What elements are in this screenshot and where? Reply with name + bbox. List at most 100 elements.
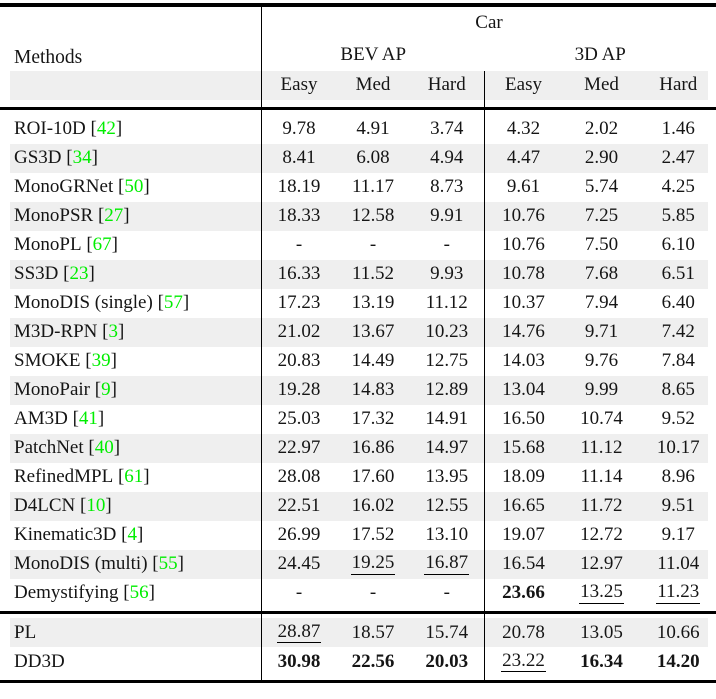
value-cell: 16.87 bbox=[410, 549, 485, 579]
value-cell: 9.71 bbox=[584, 321, 619, 342]
table-row: PL 28.87 18.57 15.74 20.78 13.05 10.66 bbox=[0, 618, 716, 647]
value-cell: 7.42 bbox=[661, 321, 695, 342]
method-name: GS3D bbox=[14, 147, 62, 168]
value-cell: 6.51 bbox=[661, 263, 695, 284]
citation-number: 9 bbox=[101, 379, 111, 400]
value-cell: 16.34 bbox=[580, 650, 623, 672]
table-body-footer: PL 28.87 18.57 15.74 20.78 13.05 10.66 DD3D 30.9… bbox=[0, 618, 716, 676]
table-row: D4LCN [10] 22.51 16.02 12.55 16.65 11.72 9.51 bbox=[0, 491, 716, 521]
citation-number: 50 bbox=[124, 176, 144, 197]
value-cell: 8.96 bbox=[661, 466, 695, 487]
value-cell: 11.17 bbox=[351, 176, 395, 197]
method-cell: SS3D [23] bbox=[0, 259, 262, 289]
value-cell: 2.47 bbox=[661, 147, 695, 168]
spacer-row bbox=[0, 676, 716, 680]
value-cell: 5.74 bbox=[584, 176, 619, 197]
value-cell: 16.02 bbox=[351, 495, 395, 516]
value-cell: 6.10 bbox=[661, 234, 695, 255]
method-cell: PL bbox=[0, 618, 262, 647]
value-cell: 13.95 bbox=[410, 462, 485, 492]
value-cell: 25.03 bbox=[277, 408, 321, 429]
value-cell: 21.02 bbox=[277, 321, 321, 342]
value-cell: 17.52 bbox=[351, 524, 395, 545]
value-cell: 23.66 bbox=[502, 582, 545, 603]
method-cell: D4LCN [10] bbox=[0, 491, 262, 521]
value-cell: 18.19 bbox=[277, 176, 321, 197]
method-name: AM3D bbox=[14, 408, 68, 429]
method-cell: Demystifying [56] bbox=[0, 578, 262, 608]
value-cell: 8.65 bbox=[661, 379, 695, 400]
value-cell: 19.25 bbox=[350, 552, 396, 575]
value-cell: 12.89 bbox=[410, 375, 485, 405]
method-name: SMOKE bbox=[14, 350, 81, 371]
citation-number: 56 bbox=[129, 582, 149, 603]
method-name: RefinedMPL bbox=[14, 466, 114, 487]
citation-number: 4 bbox=[127, 524, 137, 545]
citation-number: 67 bbox=[92, 234, 112, 255]
rule-below-header bbox=[0, 106, 716, 110]
value-cell: 12.55 bbox=[410, 491, 485, 521]
citation-number: 40 bbox=[94, 437, 114, 458]
value-cell: 20.78 bbox=[502, 621, 545, 643]
value-cell: 16.65 bbox=[502, 495, 545, 516]
table-row: MonoGRNet [50] 18.19 11.17 8.73 9.61 5.74 4.25 bbox=[0, 172, 716, 202]
value-cell: 4.91 bbox=[356, 118, 390, 139]
method-cell: DD3D bbox=[0, 647, 262, 676]
value-cell: 7.50 bbox=[584, 234, 619, 255]
value-cell: 14.83 bbox=[351, 379, 395, 400]
results-table: Car BEV AP 3D AP Easy Med Hard Easy Med … bbox=[0, 3, 716, 683]
table-row: SS3D [23] 16.33 11.52 9.93 10.78 7.68 6.51 bbox=[0, 259, 716, 289]
value-cell: 14.20 bbox=[656, 650, 700, 672]
value-cell: 2.02 bbox=[584, 118, 619, 139]
method-name: MonoDIS (multi) bbox=[14, 553, 148, 574]
method-cell: MonoPair [9] bbox=[0, 375, 262, 405]
col-header-bev-med: Med bbox=[355, 74, 391, 95]
header-row-metrics: BEV AP 3D AP bbox=[0, 39, 716, 71]
method-cell: MonoPL [67] bbox=[0, 230, 262, 260]
value-cell: 14.76 bbox=[502, 321, 545, 342]
header-methods-spacer bbox=[0, 70, 262, 100]
method-cell: Kinematic3D [4] bbox=[0, 520, 262, 550]
value-cell: 13.19 bbox=[351, 292, 395, 313]
table-row: DD3D 30.98 22.56 20.03 23.22 16.34 14.20 bbox=[0, 647, 716, 676]
value-cell: 18.33 bbox=[277, 205, 321, 226]
value-cell: 12.97 bbox=[580, 553, 623, 574]
value-cell: - bbox=[410, 230, 485, 260]
citation-number: 23 bbox=[69, 263, 89, 284]
value-cell: - bbox=[295, 234, 303, 255]
table-row: M3D-RPN [3] 21.02 13.67 10.23 14.76 9.71 7.42 bbox=[0, 317, 716, 347]
value-cell: 10.76 bbox=[502, 234, 545, 255]
method-name: Demystifying bbox=[14, 582, 119, 603]
value-cell: 10.17 bbox=[656, 437, 700, 458]
value-cell: 28.87 bbox=[276, 620, 322, 644]
method-cell: GS3D [34] bbox=[0, 143, 262, 173]
value-cell: 11.04 bbox=[657, 553, 700, 574]
spacer-row bbox=[0, 614, 716, 618]
method-cell: MonoDIS (single) [57] bbox=[0, 288, 262, 318]
citation-number: 42 bbox=[96, 118, 116, 139]
value-cell: 13.25 bbox=[579, 581, 624, 604]
method-cell: MonoDIS (multi) [55] bbox=[0, 549, 262, 579]
rule-above-footer bbox=[0, 610, 716, 614]
value-cell: 17.60 bbox=[351, 466, 395, 487]
citation-number: 41 bbox=[78, 408, 98, 429]
header-methods-spacer bbox=[0, 39, 262, 71]
table-row: SMOKE [39] 20.83 14.49 12.75 14.03 9.76 7.84 bbox=[0, 346, 716, 376]
value-cell: 9.17 bbox=[661, 524, 695, 545]
method-name: DD3D bbox=[14, 650, 65, 672]
value-cell: 20.83 bbox=[277, 350, 321, 371]
value-cell: 17.32 bbox=[351, 408, 395, 429]
method-name: ROI-10D bbox=[14, 118, 86, 139]
value-cell: 19.28 bbox=[277, 379, 321, 400]
value-cell: 13.05 bbox=[580, 621, 623, 643]
method-name: MonoPair bbox=[14, 379, 90, 400]
methods-column-label: Methods bbox=[14, 47, 83, 68]
method-cell: M3D-RPN [3] bbox=[0, 317, 262, 347]
value-cell: 14.91 bbox=[410, 404, 485, 434]
value-cell: 10.23 bbox=[410, 317, 485, 347]
table-row: MonoPair [9] 19.28 14.83 12.89 13.04 9.99 8.65 bbox=[0, 375, 716, 405]
method-name: Kinematic3D bbox=[14, 524, 117, 545]
col-header-bev-hard: Hard bbox=[410, 70, 485, 100]
value-cell: 4.25 bbox=[661, 176, 695, 197]
citation-number: 3 bbox=[108, 321, 118, 342]
